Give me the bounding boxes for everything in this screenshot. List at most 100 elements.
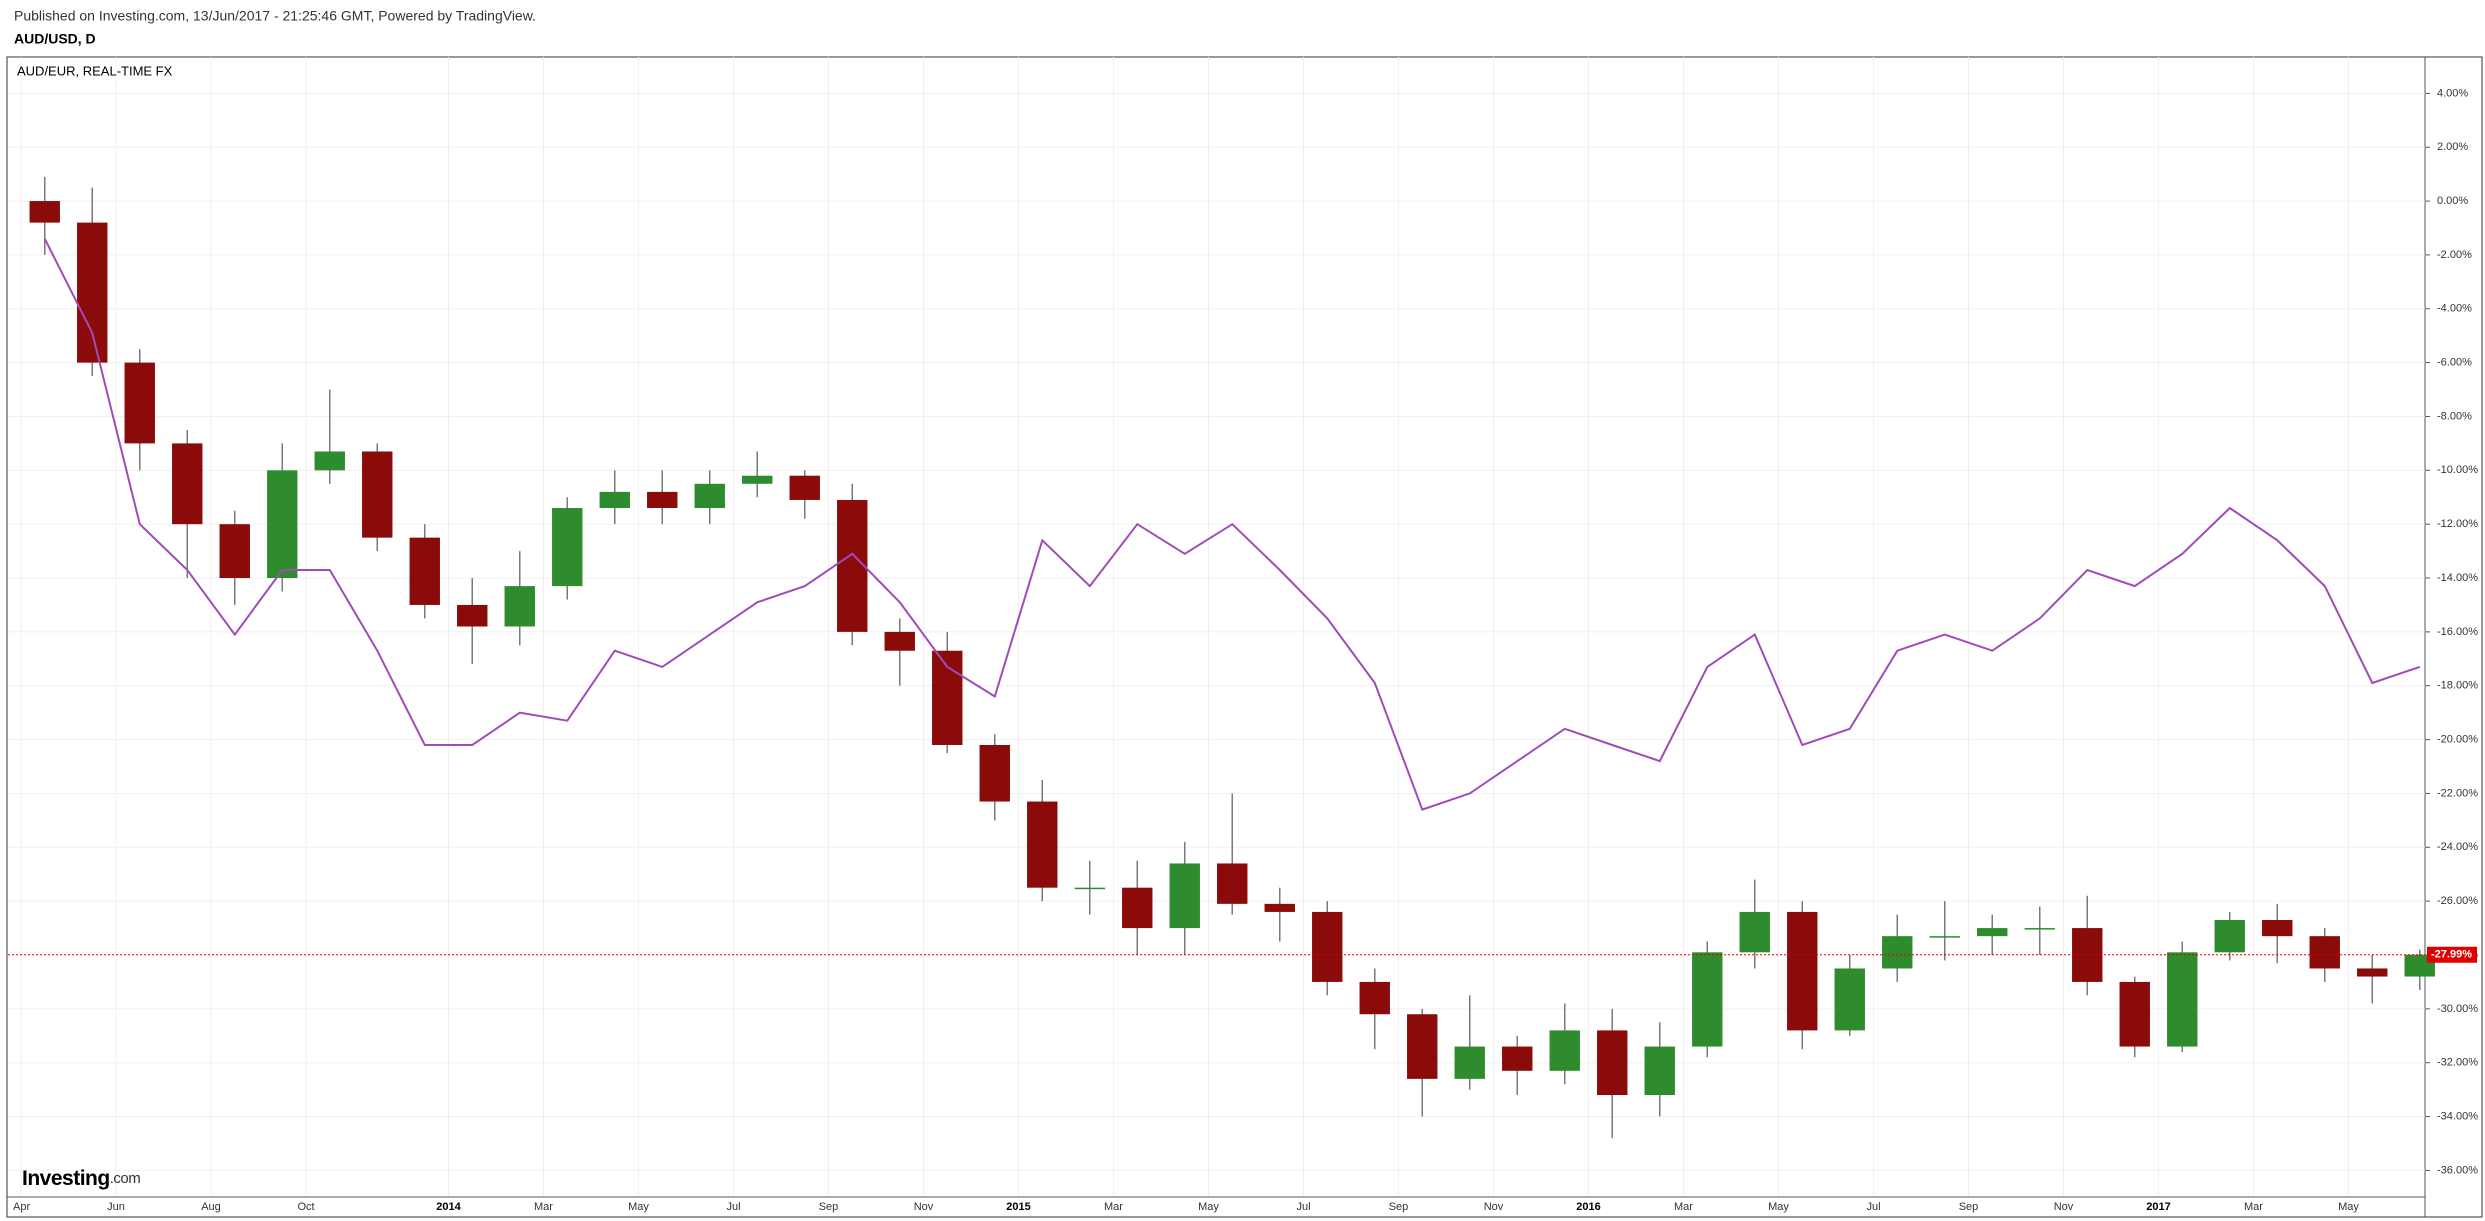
grid: 4.00% 2.00% 0.00% -2.00% -4.00% -6.00% -8.00% -… — [8, 57, 2478, 1213]
candle-body — [599, 491, 630, 509]
x-tick-label: Jul — [726, 1201, 740, 1213]
candle-body — [552, 508, 583, 587]
y-tick-label: -36.00% — [2437, 1164, 2478, 1176]
x-tick-label: 2016 — [1576, 1201, 1600, 1213]
candle-body — [837, 499, 868, 632]
y-tick-label: -22.00% — [2437, 787, 2478, 799]
x-tick-label: Apr — [13, 1201, 30, 1213]
x-tick-label: Aug — [201, 1201, 221, 1213]
x-tick-label: May — [1768, 1201, 1789, 1213]
y-tick-label: -18.00% — [2437, 680, 2478, 692]
candle-body — [1454, 1046, 1485, 1079]
candle-body — [2309, 936, 2340, 969]
candle-body — [2024, 928, 2055, 930]
candle-body — [314, 451, 345, 471]
last-price-label: -27.99% — [2431, 949, 2472, 961]
candle-body — [2357, 968, 2388, 977]
candle-body — [884, 631, 915, 651]
legend-entry: AUD/EUR, REAL-TIME FX — [17, 63, 173, 78]
x-tick-label: Mar — [2244, 1201, 2263, 1213]
candle-body — [2167, 952, 2198, 1047]
candle-body — [1549, 1030, 1580, 1071]
candle-body — [29, 201, 60, 223]
chart-frame — [6, 56, 2483, 1218]
candle-body — [979, 744, 1010, 802]
candle-body — [504, 586, 535, 627]
x-tick-label: Nov — [2054, 1201, 2074, 1213]
x-tick-label: Mar — [534, 1201, 553, 1213]
x-tick-label: 2014 — [436, 1201, 461, 1213]
candle-body — [647, 491, 678, 509]
candle-body — [1027, 801, 1058, 888]
candle-body — [267, 470, 298, 579]
candle-body — [172, 443, 203, 525]
y-tick-label: -30.00% — [2437, 1003, 2478, 1015]
y-tick-label: -24.00% — [2437, 841, 2478, 853]
x-tick-label: 2017 — [2146, 1201, 2170, 1213]
y-tick-label: -20.00% — [2437, 733, 2478, 745]
y-tick-label: -6.00% — [2437, 357, 2472, 369]
y-tick-label: -32.00% — [2437, 1057, 2478, 1069]
candle-body — [742, 475, 773, 484]
x-tick-label: Mar — [1104, 1201, 1123, 1213]
candle-body — [789, 475, 820, 500]
x-tick-label: Jul — [1296, 1201, 1310, 1213]
candle-body — [694, 483, 725, 509]
candle-body — [1787, 911, 1818, 1031]
logo: Investing.com — [22, 1167, 140, 1190]
x-tick-label: Mar — [1674, 1201, 1693, 1213]
plot: -27.99% — [8, 176, 2477, 1139]
y-tick-label: -14.00% — [2437, 572, 2478, 584]
candle-body — [1977, 928, 2008, 937]
candle-body — [2119, 981, 2150, 1047]
candle-body — [1644, 1046, 1675, 1096]
logo-word: Investing — [22, 1167, 110, 1190]
x-tick-label: Jul — [1866, 1201, 1880, 1213]
candle-body — [1597, 1030, 1628, 1096]
candle-body — [1264, 903, 1295, 912]
y-tick-label: -4.00% — [2437, 303, 2472, 315]
candle-body — [1882, 936, 1913, 969]
y-tick-label: 2.00% — [2437, 141, 2468, 153]
x-tick-label: Jun — [107, 1201, 125, 1213]
candle-body — [1359, 981, 1390, 1015]
y-tick-label: -2.00% — [2437, 249, 2472, 261]
x-tick-label: May — [2338, 1201, 2359, 1213]
candle-body — [932, 650, 963, 745]
candle-body — [2262, 920, 2293, 937]
x-tick-label: Nov — [1484, 1201, 1504, 1213]
candle-body — [1312, 911, 1343, 982]
x-tick-label: Nov — [914, 1201, 934, 1213]
candle-body — [1169, 863, 1200, 929]
candle-body — [1692, 952, 1723, 1047]
y-tick-label: -12.00% — [2437, 518, 2478, 530]
x-tick-label: May — [1198, 1201, 1219, 1213]
x-tick-label: 2015 — [1006, 1201, 1030, 1213]
logo-suffix: .com — [110, 1170, 141, 1187]
line-series — [43, 238, 2421, 811]
candle-body — [124, 362, 155, 444]
y-tick-label: -10.00% — [2437, 464, 2478, 476]
y-tick-label: -16.00% — [2437, 626, 2478, 638]
y-tick-label: 4.00% — [2437, 87, 2468, 99]
x-tick-label: Sep — [819, 1201, 839, 1213]
candle-body — [409, 537, 440, 605]
candle-body — [1834, 968, 1865, 1031]
x-tick-label: Oct — [297, 1201, 314, 1213]
candle-body — [1502, 1046, 1533, 1071]
x-tick-label: May — [628, 1201, 649, 1213]
last-price-box — [2427, 946, 2477, 963]
candle-body — [1739, 911, 1770, 953]
y-tick-label: -34.00% — [2437, 1110, 2478, 1122]
y-tick-label: -8.00% — [2437, 410, 2472, 422]
symbol-label: AUD/USD, D — [14, 31, 96, 47]
candle-body — [1929, 936, 1960, 938]
candle-body — [77, 222, 108, 363]
candle-body — [362, 451, 393, 538]
candle-body — [1122, 887, 1153, 929]
candle-body — [457, 604, 488, 627]
candle-body — [1074, 887, 1105, 890]
y-tick-label: 0.00% — [2437, 195, 2468, 207]
